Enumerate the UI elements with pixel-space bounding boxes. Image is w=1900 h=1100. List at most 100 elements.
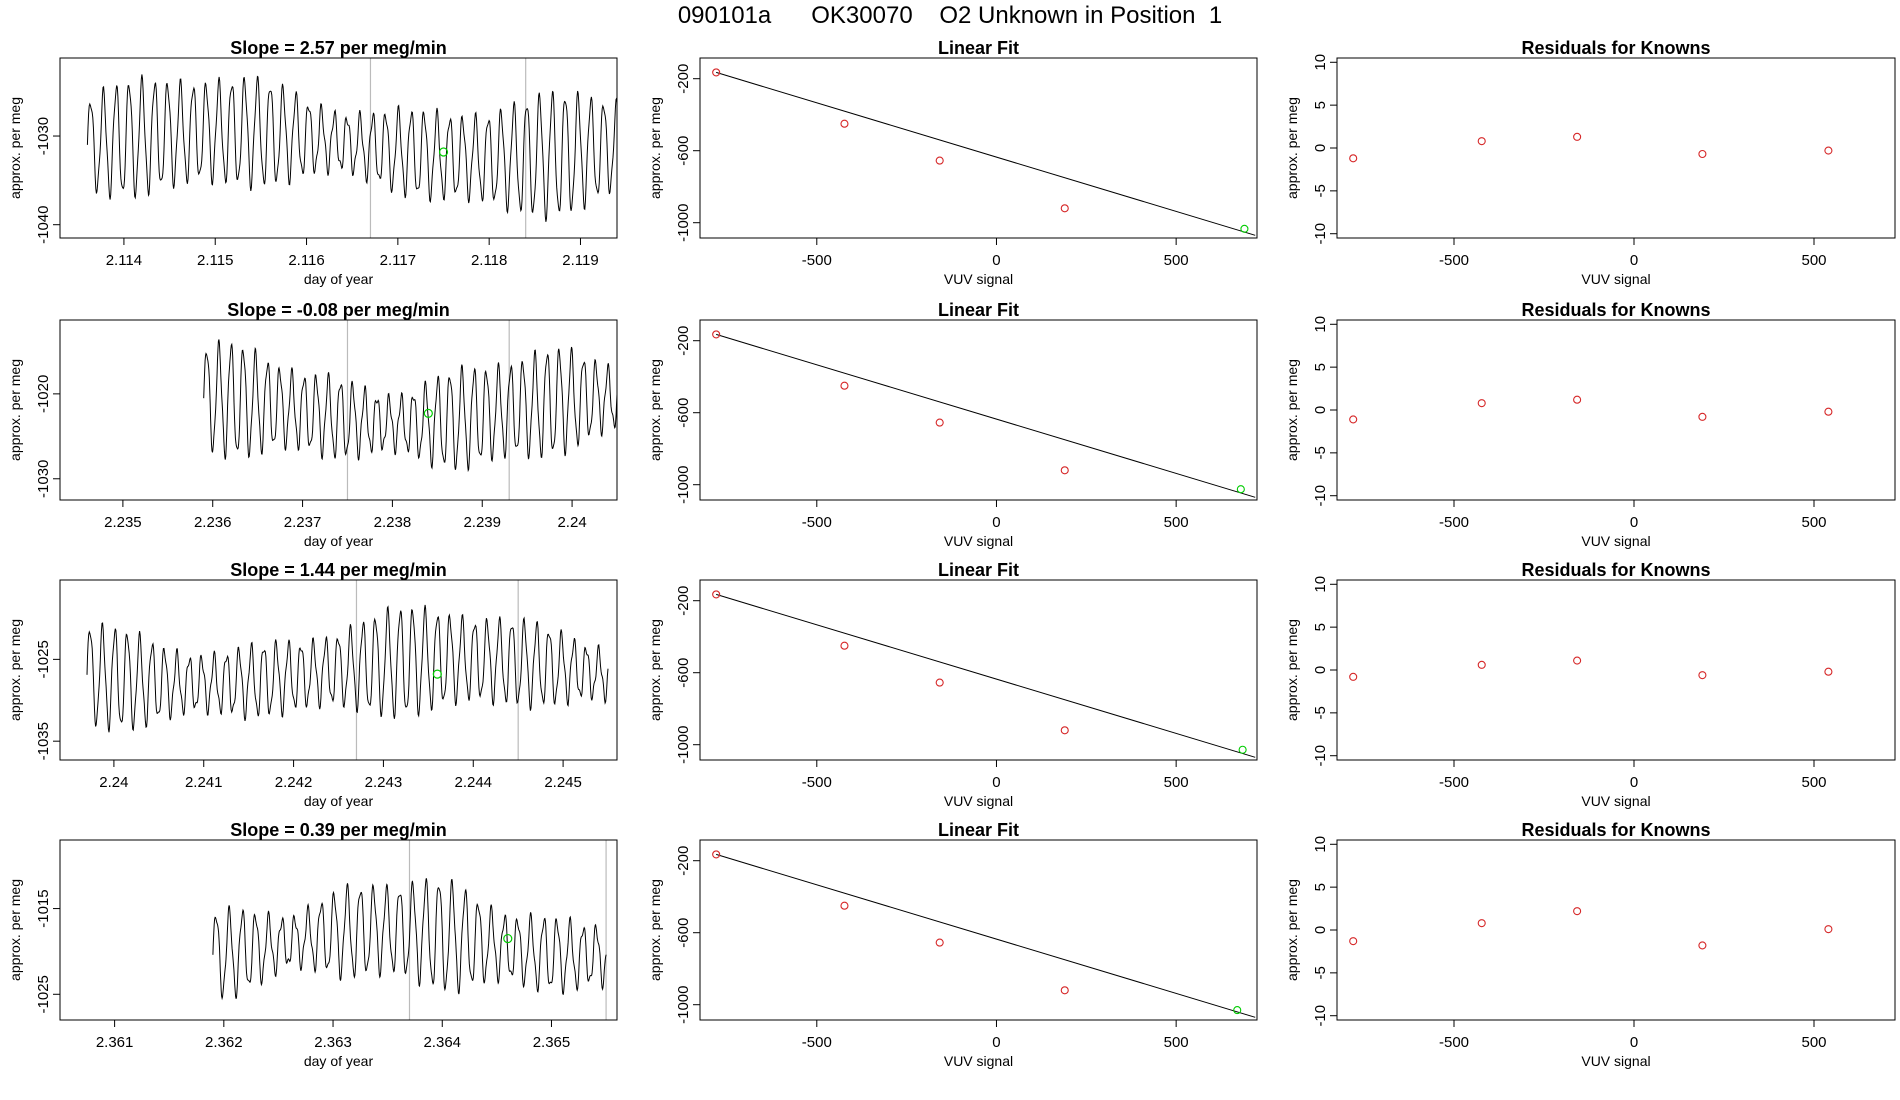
y-axis-label: approx. per meg — [1284, 359, 1300, 461]
panel-residuals-2: Residuals for Knowns -500 0 500 VUV signal 10… — [1284, 560, 1896, 809]
panel-residuals-3: Residuals for Knowns -500 0 500 VUV signal 10… — [1284, 820, 1896, 1069]
y-tick-label: -1020 — [35, 375, 52, 413]
panel-title: Residuals for Knowns — [1521, 560, 1710, 580]
x-tick-label: 2.365 — [533, 1034, 571, 1051]
panel-timeseries-0: Slope = 2.57 per meg/min 2.114 2.115 2.116 2… — [7, 38, 618, 287]
residual-point — [1477, 399, 1486, 408]
residual-point — [1698, 412, 1707, 421]
y-tick-label: -1000 — [675, 204, 692, 242]
known-point — [840, 901, 849, 910]
x-axis-label: VUV signal — [944, 533, 1013, 549]
y-axis-label: approx. per meg — [7, 619, 23, 721]
x-tick-label: 2.24 — [99, 774, 128, 791]
x-axis-label: VUV signal — [944, 793, 1013, 809]
plot-frame — [699, 319, 1258, 501]
x-tick-label: 2.242 — [275, 774, 313, 791]
x-tick-label: 2.116 — [288, 252, 324, 269]
x-axis-label: VUV signal — [944, 271, 1013, 287]
x-tick-label: 2.364 — [423, 1034, 461, 1051]
plot-area — [1349, 395, 1833, 424]
x-tick-label: 2.115 — [197, 252, 233, 269]
residual-point — [1477, 137, 1486, 146]
residual-point — [1349, 672, 1358, 681]
x-axis-label: VUV signal — [1581, 533, 1650, 549]
x-tick-label: -500 — [802, 1034, 832, 1051]
y-axis-label: approx. per meg — [1284, 97, 1300, 199]
x-tick-label: 2.235 — [104, 514, 142, 531]
y-axis-label: approx. per meg — [7, 359, 23, 461]
y-axis-label: approx. per meg — [647, 97, 663, 199]
unknown-point — [1240, 224, 1249, 233]
plot-frame — [1336, 839, 1896, 1021]
unknown-marker — [423, 408, 433, 418]
y-axis-label: approx. per meg — [647, 359, 663, 461]
unknown-point — [1233, 1006, 1242, 1015]
x-tick-label: 0 — [1630, 514, 1638, 531]
fit-line — [716, 593, 1256, 758]
plot-frame — [1336, 319, 1896, 501]
plot-frame — [1336, 579, 1896, 761]
x-tick-label: 2.237 — [284, 514, 322, 531]
residual-point — [1824, 925, 1833, 934]
plot-frame — [699, 57, 1258, 239]
x-tick-label: 2.24 — [557, 514, 586, 531]
series-line — [86, 74, 617, 222]
y-tick-label: 10 — [1312, 576, 1329, 593]
y-tick-label: -1025 — [35, 640, 52, 678]
x-tick-label: 2.244 — [454, 774, 492, 791]
x-tick-label: 500 — [1164, 1034, 1189, 1051]
x-axis-label: day of year — [304, 271, 374, 287]
plot-area — [712, 850, 1256, 1018]
residual-point — [1573, 656, 1582, 665]
y-tick-label: -5 — [1312, 966, 1329, 979]
x-tick-label: 0 — [992, 1034, 1000, 1051]
residual-point — [1824, 667, 1833, 676]
panel-linear_fit-3: Linear Fit -500 0 500 VUV signal -200 -600 -100… — [647, 820, 1258, 1069]
panel-linear_fit-2: Linear Fit -500 0 500 VUV signal -200 -600 -100… — [647, 560, 1258, 809]
y-tick-label: -200 — [675, 326, 692, 356]
x-tick-label: 2.238 — [374, 514, 412, 531]
residual-point — [1477, 919, 1486, 928]
plot-area — [712, 330, 1256, 498]
y-tick-label: -200 — [675, 64, 692, 94]
unknown-point — [1238, 745, 1247, 754]
x-axis-label: VUV signal — [1581, 793, 1650, 809]
x-axis-label: day of year — [304, 533, 374, 549]
y-axis-label: approx. per meg — [1284, 879, 1300, 981]
panel-timeseries-1: Slope = -0.08 per meg/min 2.235 2.236 2.237… — [7, 300, 618, 549]
x-tick-label: 500 — [1164, 514, 1189, 531]
plot-frame — [699, 579, 1258, 761]
x-axis-label: day of year — [304, 793, 374, 809]
x-tick-label: 500 — [1801, 514, 1826, 531]
plot-frame — [59, 319, 618, 501]
panel-timeseries-3: Slope = 0.39 per meg/min 2.361 2.362 2.363 2… — [7, 820, 618, 1069]
residual-point — [1573, 907, 1582, 916]
x-tick-label: 2.239 — [463, 514, 501, 531]
x-tick-label: 2.243 — [365, 774, 403, 791]
x-tick-label: 0 — [992, 514, 1000, 531]
residual-point — [1698, 941, 1707, 950]
x-tick-label: 0 — [992, 252, 1000, 269]
known-point — [840, 641, 849, 650]
plot-frame — [59, 579, 618, 761]
known-point — [935, 156, 944, 165]
x-tick-label: -500 — [802, 252, 832, 269]
panel-title: Linear Fit — [938, 820, 1019, 840]
x-tick-label: 2.363 — [314, 1034, 352, 1051]
x-tick-label: 500 — [1164, 774, 1189, 791]
residual-point — [1824, 146, 1833, 155]
x-tick-label: 500 — [1801, 774, 1826, 791]
y-tick-label: -5 — [1312, 706, 1329, 719]
series-line — [203, 339, 617, 473]
residual-point — [1349, 937, 1358, 946]
residual-point — [1824, 407, 1833, 416]
x-tick-label: -500 — [802, 514, 832, 531]
known-point — [935, 938, 944, 947]
known-point — [712, 330, 721, 339]
y-tick-label: -600 — [675, 136, 692, 166]
y-tick-label: 5 — [1312, 623, 1329, 631]
y-tick-label: 5 — [1312, 883, 1329, 891]
known-point — [1060, 986, 1069, 995]
residual-point — [1573, 395, 1582, 404]
y-tick-label: -600 — [675, 658, 692, 688]
